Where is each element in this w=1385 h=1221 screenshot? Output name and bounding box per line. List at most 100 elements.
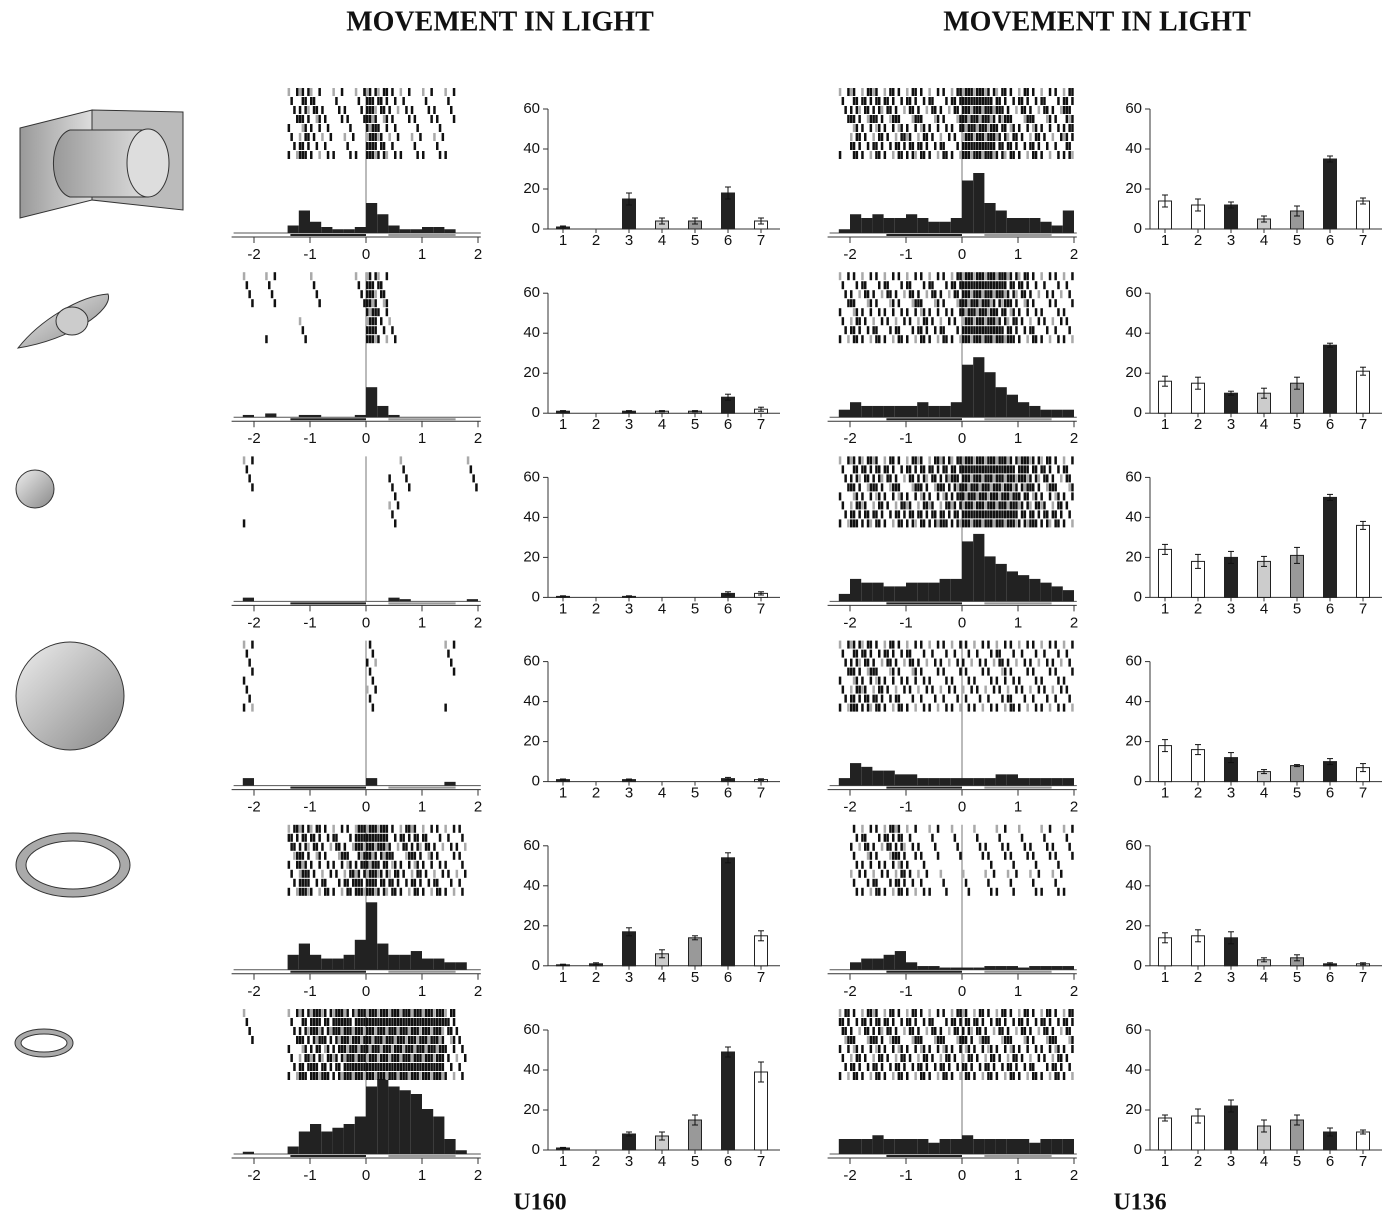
raster-tick <box>987 115 990 123</box>
raster-tick <box>965 501 968 509</box>
raster-tick <box>453 668 456 676</box>
raster-tick <box>352 1027 355 1035</box>
raster-tick <box>1024 290 1027 298</box>
raster-tick <box>422 1054 425 1062</box>
raster-tick <box>1029 686 1032 694</box>
raster-tick <box>1021 456 1024 464</box>
x-tick-label: -1 <box>899 430 912 447</box>
raster-tick <box>867 115 870 123</box>
raster-tick <box>1071 1018 1074 1026</box>
raster-tick <box>372 1063 375 1071</box>
raster-tick <box>898 456 901 464</box>
raster-tick <box>1026 519 1029 527</box>
raster-tick <box>914 308 917 316</box>
raster-tick <box>853 88 856 96</box>
raster-tick <box>864 1018 867 1026</box>
raster-tick <box>982 151 985 159</box>
psth-bar <box>299 1132 310 1155</box>
psth-bar <box>872 583 883 602</box>
raster-tick <box>1046 659 1049 667</box>
raster-tick <box>1004 825 1007 833</box>
raster-tick <box>1066 650 1069 658</box>
raster-tick <box>428 1072 431 1080</box>
raster-tick <box>912 519 915 527</box>
raster-tick <box>856 308 859 316</box>
raster-tick <box>959 97 962 105</box>
raster-tick <box>1012 492 1015 500</box>
raster-tick <box>363 1036 366 1044</box>
raster-tick <box>872 290 875 298</box>
raster-tick <box>858 695 861 703</box>
raster-tick <box>898 1009 901 1017</box>
raster-tick <box>397 843 400 851</box>
raster-tick <box>369 272 372 280</box>
raster-tick <box>316 1045 319 1053</box>
raster-tick <box>433 1018 436 1026</box>
psth-bar <box>839 1139 850 1154</box>
raster-tick <box>990 1018 993 1026</box>
raster-tick <box>923 124 926 132</box>
raster-tick <box>397 1018 400 1026</box>
raster-tick <box>442 1027 445 1035</box>
raster-tick <box>886 281 889 289</box>
raster-tick <box>987 97 990 105</box>
psth-bar <box>422 959 433 970</box>
raster-tick <box>968 272 971 280</box>
raster-tick <box>982 124 985 132</box>
raster-tick <box>920 142 923 150</box>
raster-tick <box>900 1054 903 1062</box>
raster-tick <box>937 151 940 159</box>
psth-bar <box>366 387 377 417</box>
raster-tick <box>304 888 307 896</box>
raster-tick <box>990 133 993 141</box>
raster-tick <box>878 1054 881 1062</box>
raster-tick <box>1015 1054 1018 1062</box>
raster-tick <box>288 888 291 896</box>
raster-tick <box>872 456 875 464</box>
raster-tick <box>956 106 959 114</box>
raster-tick <box>318 124 321 132</box>
raster-tick <box>1015 133 1018 141</box>
raster-tick <box>867 1063 870 1071</box>
raster-tick <box>875 456 878 464</box>
raster-tick <box>400 888 403 896</box>
raster-tick <box>870 861 873 869</box>
raster-tick <box>444 1045 447 1053</box>
raster-tick <box>931 317 934 325</box>
raster-tick <box>909 133 912 141</box>
raster-tick <box>1001 501 1004 509</box>
psth-bar <box>951 579 962 602</box>
raster-tick <box>1007 474 1010 482</box>
raster-tick <box>886 317 889 325</box>
raster-tick <box>926 1027 929 1035</box>
raster-tick <box>453 88 456 96</box>
raster-tick <box>366 1009 369 1017</box>
raster-tick <box>1032 151 1035 159</box>
raster-tick <box>1040 1018 1043 1026</box>
raster-tick <box>436 1063 439 1071</box>
raster-tick <box>870 1045 873 1053</box>
y-tick-label: 0 <box>532 957 540 974</box>
raster-tick <box>358 1054 361 1062</box>
raster-tick <box>374 115 377 123</box>
raster-tick <box>984 510 987 518</box>
raster-tick <box>1026 299 1029 307</box>
raster-tick <box>1063 492 1066 500</box>
raster-tick <box>928 641 931 649</box>
bar <box>1324 159 1337 229</box>
raster-tick <box>1068 1063 1071 1071</box>
raster-tick <box>1063 519 1066 527</box>
raster-tick <box>875 97 878 105</box>
raster-tick <box>884 151 887 159</box>
raster-tick <box>369 1036 372 1044</box>
raster-tick <box>1060 1063 1063 1071</box>
raster-tick <box>383 861 386 869</box>
raster-tick <box>1066 1018 1069 1026</box>
psth-bar <box>884 955 895 970</box>
raster-tick <box>959 641 962 649</box>
raster-tick <box>993 281 996 289</box>
raster-tick <box>419 1063 422 1071</box>
raster-tick <box>968 465 971 473</box>
raster-tick <box>844 695 847 703</box>
raster-tick <box>1038 142 1041 150</box>
